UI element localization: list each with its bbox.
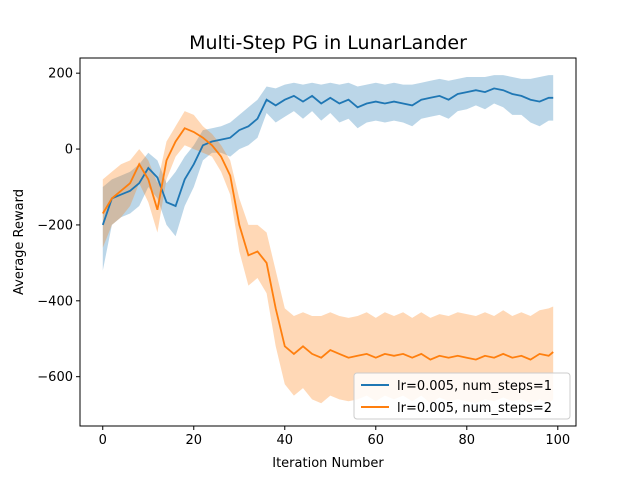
chart-title: Multi-Step PG in LunarLander <box>189 32 467 54</box>
y-tick-label: 200 <box>48 67 73 82</box>
x-axis: 0 20 40 60 80 100 <box>99 426 570 448</box>
y-tick-label: −600 <box>37 370 73 385</box>
series-lines <box>101 87 554 361</box>
x-tick-label: 40 <box>276 433 293 448</box>
legend-label-series-2: lr=0.005, num_steps=2 <box>397 401 552 416</box>
x-axis-label: Iteration Number <box>272 456 384 471</box>
y-tick-label: 0 <box>65 143 73 158</box>
plot-frame <box>79 57 577 427</box>
x-tick-label: 80 <box>459 433 476 448</box>
x-tick-label: 0 <box>99 433 107 448</box>
y-axis-label: Average Reward <box>12 189 27 295</box>
legend-box <box>353 372 571 420</box>
series-line-2 <box>102 127 554 361</box>
confidence-band-series-1 <box>102 75 554 271</box>
legend: lr=0.005, num_steps=1 lr=0.005, num_step… <box>353 372 571 420</box>
y-axis: 200 0 −200 −400 −600 <box>37 67 80 385</box>
x-tick-label: 100 <box>545 433 570 448</box>
confidence-band-series-2 <box>102 111 554 404</box>
legend-label-series-1: lr=0.005, num_steps=1 <box>397 379 552 394</box>
series-line-1 <box>101 87 554 226</box>
x-tick-label: 60 <box>368 433 385 448</box>
y-tick-label: −200 <box>37 218 73 233</box>
x-tick-label: 20 <box>185 433 202 448</box>
y-tick-label: −400 <box>37 294 73 309</box>
confidence-bands <box>102 75 554 404</box>
